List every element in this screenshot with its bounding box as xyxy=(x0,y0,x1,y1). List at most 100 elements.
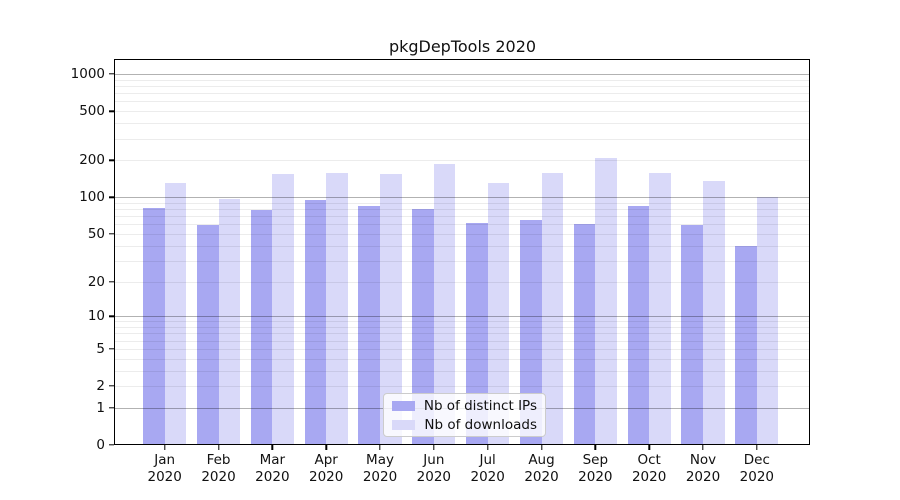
y-tick-10 xyxy=(109,315,114,317)
gridline-minor-7 xyxy=(114,333,810,335)
bar-distinct-ips-apr xyxy=(304,199,327,445)
chart-title: pkgDepTools 2020 xyxy=(388,37,537,56)
bar-downloads-aug xyxy=(541,173,564,445)
x-tick-mar xyxy=(271,445,274,450)
bar-downloads-jun xyxy=(433,164,456,445)
plot-area xyxy=(114,59,810,445)
bar-distinct-ips-dec xyxy=(735,245,757,445)
gridline-minor-500 xyxy=(114,111,810,113)
x-label-oct: Oct 2020 xyxy=(631,452,667,485)
x-label-nov: Nov 2020 xyxy=(685,452,721,485)
bar-downloads-jul xyxy=(487,183,510,445)
bar-downloads-oct xyxy=(649,173,671,445)
gridline-minor-900 xyxy=(114,79,810,81)
gridline-1000 xyxy=(114,74,810,75)
bar-distinct-ips-jun xyxy=(412,209,434,445)
gridline-minor-60 xyxy=(114,224,810,226)
gridline-minor-600 xyxy=(114,101,810,103)
gridline-minor-6 xyxy=(114,340,810,342)
legend: Nb of distinct IPs Nb of downloads xyxy=(383,393,546,437)
x-tick-sep xyxy=(594,445,597,450)
x-label-feb: Feb 2020 xyxy=(201,452,236,485)
y-label-5: 5 xyxy=(96,340,105,357)
y-tick-0 xyxy=(109,444,114,446)
y-label-1000: 1000 xyxy=(70,66,105,82)
bar-downloads-jan xyxy=(164,183,187,445)
y-label-200: 200 xyxy=(79,152,105,169)
bar-downloads-feb xyxy=(218,199,241,445)
bar-distinct-ips-aug xyxy=(519,220,542,445)
gridline-minor-5 xyxy=(114,348,810,350)
y-label-0: 0 xyxy=(96,437,105,453)
bar-distinct-ips-sep xyxy=(573,224,596,445)
bar-distinct-ips-oct xyxy=(627,205,650,445)
x-tick-jul xyxy=(486,445,489,450)
gridline-minor-20 xyxy=(114,281,810,283)
y-label-100: 100 xyxy=(79,189,105,206)
x-tick-feb xyxy=(217,445,220,450)
x-label-sep: Sep 2020 xyxy=(578,452,613,485)
y-label-1: 1 xyxy=(96,399,105,416)
y-label-50: 50 xyxy=(87,225,105,242)
y-label-10: 10 xyxy=(87,308,105,325)
y-tick-50 xyxy=(109,233,114,235)
x-tick-oct xyxy=(648,445,650,450)
y-tick-200 xyxy=(109,159,114,161)
y-tick-1000 xyxy=(109,73,114,75)
x-label-apr: Apr 2020 xyxy=(309,452,344,485)
x-tick-may xyxy=(379,445,381,450)
bar-downloads-nov xyxy=(703,181,725,445)
gridline-minor-400 xyxy=(114,123,810,125)
x-tick-aug xyxy=(540,445,543,450)
y-tick-1 xyxy=(109,407,114,409)
bar-distinct-ips-nov xyxy=(681,225,703,445)
bar-distinct-ips-jul xyxy=(466,223,488,445)
bar-downloads-apr xyxy=(326,173,348,445)
gridline-minor-40 xyxy=(114,245,810,247)
y-label-20: 20 xyxy=(87,273,105,290)
legend-swatch-downloads xyxy=(392,419,416,430)
x-label-jun: Jun 2020 xyxy=(416,452,452,485)
bar-downloads-may xyxy=(380,173,402,445)
gridline-minor-200 xyxy=(114,160,810,162)
x-tick-jan xyxy=(163,445,166,450)
y-tick-20 xyxy=(109,280,114,283)
legend-item-downloads: Nb of downloads xyxy=(392,417,537,433)
legend-swatch-distinct-ips xyxy=(392,400,415,411)
x-tick-dec xyxy=(756,445,758,450)
y-tick-2 xyxy=(109,385,114,387)
gridline-minor-70 xyxy=(114,216,810,218)
gridline-minor-2 xyxy=(114,386,810,387)
x-tick-apr xyxy=(325,445,327,450)
legend-label-distinct-ips: Nb of distinct IPs xyxy=(423,397,537,414)
gridline-minor-50 xyxy=(114,233,810,235)
x-label-may: May 2020 xyxy=(362,452,398,485)
bar-distinct-ips-feb xyxy=(196,225,219,445)
gridline-100 xyxy=(114,197,810,199)
gridline-minor-4 xyxy=(114,358,810,360)
bar-downloads-dec xyxy=(756,196,779,445)
y-tick-500 xyxy=(109,110,114,112)
bar-distinct-ips-jan xyxy=(143,208,165,445)
gridline-minor-90 xyxy=(114,202,810,204)
bar-distinct-ips-mar xyxy=(250,210,273,445)
gridline-minor-9 xyxy=(114,321,810,323)
gridline-minor-800 xyxy=(114,85,810,87)
gridline-minor-300 xyxy=(114,138,810,140)
gridline-minor-3 xyxy=(114,370,810,372)
x-label-dec: Dec 2020 xyxy=(739,452,774,485)
x-tick-jun xyxy=(433,445,435,450)
bar-distinct-ips-may xyxy=(358,205,380,445)
legend-item-distinct-ips: Nb of distinct IPs xyxy=(392,398,537,414)
x-label-jan: Jan 2020 xyxy=(147,452,182,485)
x-label-aug: Aug 2020 xyxy=(524,452,559,485)
gridline-minor-80 xyxy=(114,209,810,211)
y-label-2: 2 xyxy=(96,378,105,394)
y-tick-100 xyxy=(109,196,114,198)
gridline-minor-8 xyxy=(114,327,810,328)
y-label-500: 500 xyxy=(79,103,105,120)
bar-downloads-sep xyxy=(595,157,617,445)
bar-downloads-mar xyxy=(272,174,294,445)
x-label-jul: Jul 2020 xyxy=(470,452,505,485)
